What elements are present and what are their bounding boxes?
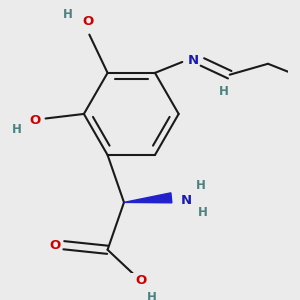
Text: O: O <box>82 15 93 28</box>
Text: H: H <box>219 85 229 98</box>
Text: N: N <box>180 194 191 207</box>
Text: O: O <box>49 239 60 252</box>
Text: O: O <box>29 114 40 127</box>
Text: H: H <box>11 123 21 136</box>
Text: O: O <box>136 274 147 287</box>
Text: H: H <box>196 178 206 192</box>
Text: H: H <box>62 8 72 21</box>
Text: H: H <box>198 206 208 219</box>
Polygon shape <box>124 193 172 203</box>
Text: N: N <box>188 54 199 67</box>
Text: H: H <box>146 291 156 300</box>
